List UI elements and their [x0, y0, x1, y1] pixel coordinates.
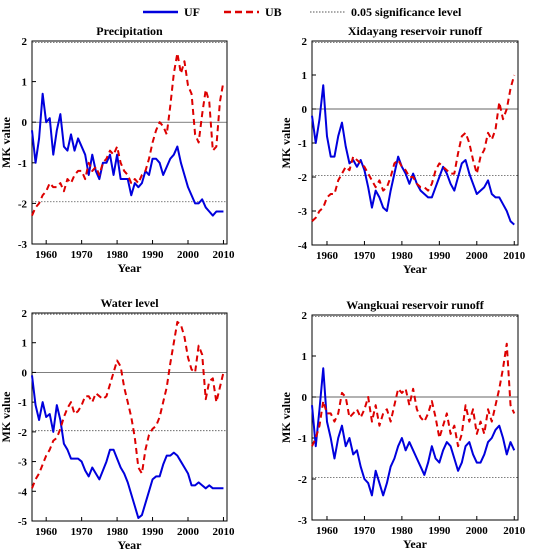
- x-tick-label: 1960: [35, 526, 58, 538]
- y-tick-label: -4: [18, 486, 28, 498]
- x-tick-label: 2010: [212, 249, 235, 261]
- x-tick-label: 2000: [466, 250, 489, 262]
- y-tick-label: -1: [18, 158, 27, 170]
- x-tick-label: 2010: [503, 525, 526, 537]
- y-tick-label: -2: [298, 172, 308, 184]
- series-line-uf: [311, 367, 516, 497]
- panel-wangkuai-reservoir-runoff: -3 -2 -1 0 1 2 1960 1970 1980 1990 2000 2010 Wangkua…: [279, 298, 526, 550]
- x-tick-label: 2000: [466, 525, 489, 537]
- y-tick-label: -2: [18, 427, 28, 439]
- x-tick-label: 1980: [106, 249, 129, 261]
- y-tick-label: -1: [18, 397, 27, 409]
- legend-ub-label: UB: [265, 5, 282, 19]
- y-tick-label: 0: [22, 117, 28, 129]
- y-tick-label: -2: [298, 474, 308, 486]
- y-tick-label: -4: [298, 240, 308, 252]
- y-tick-label: -2: [18, 198, 28, 210]
- x-tick-label: 1990: [142, 526, 165, 538]
- y-tick-label: -3: [298, 206, 308, 218]
- y-tick-label: 2: [302, 310, 308, 322]
- y-tick-label: 0: [302, 104, 308, 116]
- legend: UF UB 0.05 significance level: [143, 5, 462, 19]
- y-tick-label: -5: [18, 516, 28, 528]
- x-axis-label: Year: [118, 538, 143, 550]
- x-tick-label: 1960: [35, 249, 58, 261]
- x-tick-label: 1970: [71, 249, 94, 261]
- legend-sig-label: 0.05 significance level: [351, 5, 462, 19]
- axes-frame: [311, 40, 519, 246]
- y-tick-label: 1: [302, 351, 308, 363]
- panel-xidayang-reservoir-runoff: -4 -3 -2 -1 0 1 2 1960 1970 1980 1990 2000 2010 Xiday…: [279, 24, 526, 276]
- x-tick-label: 2000: [177, 249, 200, 261]
- series-line-ub: [311, 74, 516, 222]
- y-tick-label: 2: [22, 36, 28, 48]
- x-axis-label: Year: [403, 537, 428, 550]
- series-line-ub: [31, 320, 225, 489]
- x-tick-label: 1960: [316, 250, 339, 262]
- x-tick-label: 1990: [142, 249, 165, 261]
- series-line-ub: [311, 342, 516, 448]
- y-tick-label: 1: [22, 338, 28, 350]
- y-tick-label: 1: [302, 70, 308, 82]
- axes-frame: [31, 40, 228, 245]
- y-tick-label: -1: [298, 433, 307, 445]
- panel-precipitation: -3 -2 -1 0 1 2 1960 1970 1980 1990 2000 2010 Precipi…: [0, 24, 235, 275]
- y-tick-label: 1: [22, 77, 28, 89]
- y-axis-label: MK value: [279, 117, 293, 169]
- x-tick-label: 1970: [71, 526, 94, 538]
- x-tick-label: 1980: [391, 525, 414, 537]
- series-line-uf: [31, 375, 224, 520]
- x-tick-label: 1990: [428, 250, 451, 262]
- x-tick-label: 1970: [353, 525, 376, 537]
- panel-title: Wangkuai reservoir runoff: [346, 298, 485, 312]
- y-axis-label: MK value: [279, 391, 293, 443]
- y-tick-label: 0: [302, 392, 308, 404]
- x-tick-label: 1970: [353, 250, 376, 262]
- legend-uf-label: UF: [184, 5, 200, 19]
- x-tick-label: 2010: [503, 250, 526, 262]
- y-tick-label: 2: [302, 36, 308, 48]
- y-tick-label: -1: [298, 138, 307, 150]
- series-line-ub: [31, 52, 225, 216]
- y-tick-label: 2: [22, 308, 28, 320]
- series-line-uf: [311, 84, 515, 226]
- x-tick-label: 2010: [212, 526, 235, 538]
- panel-title: Precipitation: [96, 24, 163, 38]
- panel-water-level: -5 -4 -3 -2 -1 0 1 2 1960 1970 1980 1990 2000 2010 Wat…: [0, 296, 235, 550]
- axes-frame: [311, 314, 519, 521]
- series-line-uf: [31, 92, 224, 217]
- y-tick-label: -3: [18, 239, 28, 251]
- y-axis-label: MK value: [0, 391, 13, 443]
- axes-frame: [31, 312, 228, 522]
- x-tick-label: 1980: [391, 250, 414, 262]
- panel-title: Xidayang reservoir runoff: [348, 24, 483, 38]
- x-tick-label: 1980: [106, 526, 129, 538]
- panel-title: Water level: [100, 296, 159, 310]
- y-tick-label: -3: [18, 457, 28, 469]
- x-tick-label: 2000: [177, 526, 200, 538]
- y-tick-label: 0: [22, 367, 28, 379]
- x-axis-label: Year: [403, 262, 428, 276]
- y-axis-label: MK value: [0, 116, 13, 168]
- x-tick-label: 1990: [428, 525, 451, 537]
- x-tick-label: 1960: [316, 525, 339, 537]
- y-tick-label: -3: [298, 515, 308, 527]
- x-axis-label: Year: [118, 261, 143, 275]
